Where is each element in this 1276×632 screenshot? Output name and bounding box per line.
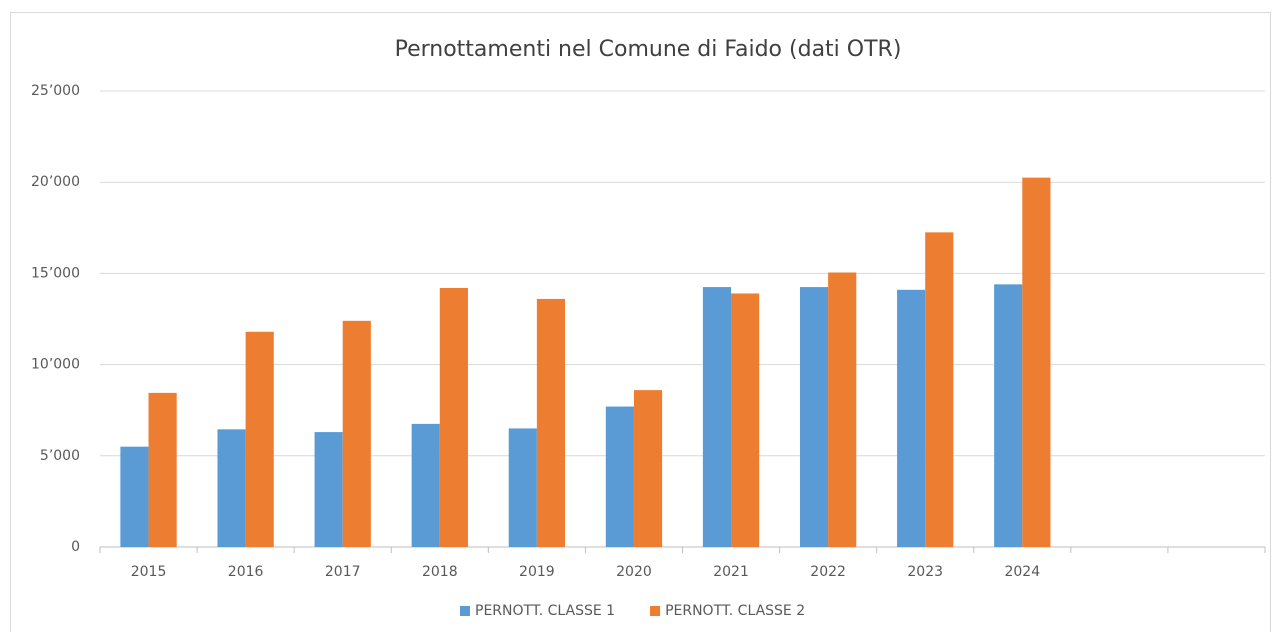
bar [731,293,760,547]
bar [342,320,371,547]
bar [120,446,149,547]
legend-label: PERNOTT. CLASSE 1 [475,603,615,619]
bar [994,284,1023,547]
y-tick-label: 5’000 [40,448,80,464]
bar [508,428,537,547]
bar [605,406,634,547]
x-tick-label: 2016 [228,564,264,580]
bar [217,429,246,547]
legend-swatch [650,606,661,616]
x-tick-label: 2024 [1004,564,1040,580]
bar [828,272,857,547]
x-tick-label: 2019 [519,564,555,580]
y-tick-label: 25’000 [31,83,80,99]
y-tick-label: 0 [71,539,80,555]
x-tick-label: 2020 [616,564,652,580]
bar [702,287,732,547]
bar [799,287,829,547]
chart-title: Pernottamenti nel Comune di Faido (dati … [395,37,902,62]
x-tick-label: 2022 [810,564,846,580]
bar [148,392,177,547]
bar [633,390,663,547]
x-tick-label: 2018 [422,564,458,580]
legend-swatch [460,606,470,616]
bar [411,423,440,547]
bar [536,298,566,547]
x-tick-label: 2015 [131,564,167,580]
bar [314,432,343,547]
y-tick-label: 15’000 [31,265,80,281]
y-tick-label: 20’000 [31,174,80,190]
bar [245,331,274,547]
bar [439,287,468,547]
x-tick-label: 2021 [713,564,749,580]
bar [897,289,926,547]
x-tick-label: 2017 [325,564,361,580]
x-tick-label: 2023 [907,564,943,580]
y-tick-label: 10’000 [31,357,80,373]
bar [1022,177,1051,547]
bar [925,232,954,548]
legend-label: PERNOTT. CLASSE 2 [665,603,805,619]
